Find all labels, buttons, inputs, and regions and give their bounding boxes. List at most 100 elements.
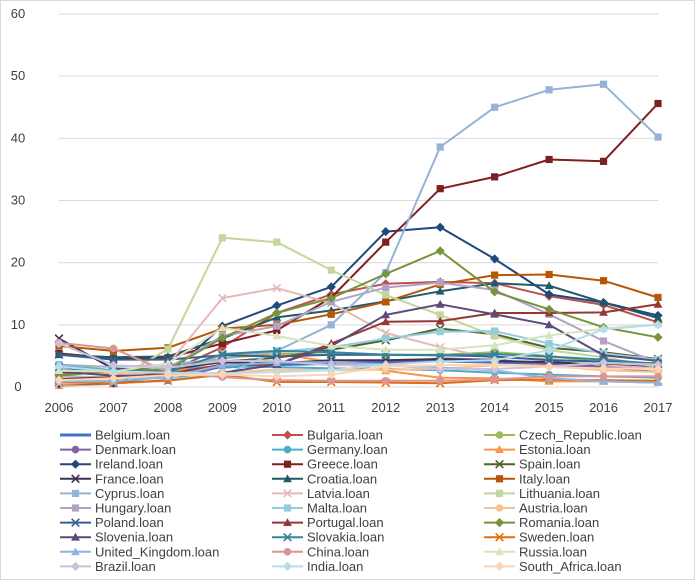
data-point <box>381 279 391 289</box>
legend-entry: Portugal.loan <box>272 515 384 530</box>
legend-entry: Greece.loan <box>272 457 378 472</box>
x-tick-label: 2011 <box>317 400 345 415</box>
legend-label: Estonia.loan <box>519 442 591 457</box>
legend-entry: Russia.loan <box>484 544 587 559</box>
y-tick-label: 10 <box>11 317 25 332</box>
data-point <box>653 299 663 308</box>
data-point <box>545 270 553 279</box>
x-tick-label: 2014 <box>480 400 509 415</box>
data-point <box>436 185 444 193</box>
data-point <box>71 547 80 556</box>
data-point <box>435 345 445 354</box>
data-point <box>326 360 336 370</box>
data-point <box>381 317 391 326</box>
y-tick-label: 20 <box>11 255 25 270</box>
data-point <box>272 371 282 382</box>
data-point <box>490 349 500 359</box>
legend-label: Italy.loan <box>519 471 570 486</box>
data-point <box>495 547 504 556</box>
data-point <box>599 337 608 345</box>
data-point <box>108 366 119 377</box>
data-point <box>326 293 336 303</box>
data-point <box>272 346 282 356</box>
data-point <box>218 339 226 348</box>
legend-entry: Czech_Republic.loan <box>484 428 642 443</box>
data-point <box>327 266 335 274</box>
legend-label: Spain.loan <box>519 457 580 472</box>
data-point <box>217 369 227 380</box>
data-point <box>491 103 499 111</box>
series-line <box>59 361 659 384</box>
data-point <box>544 320 554 329</box>
data-point <box>598 363 609 373</box>
data-point <box>599 157 608 165</box>
data-point <box>54 350 64 360</box>
data-point <box>495 475 504 483</box>
data-point <box>545 339 553 348</box>
legend-label: Poland.loan <box>95 515 164 530</box>
data-point <box>381 345 391 354</box>
x-tick-label: 2008 <box>153 400 182 415</box>
data-point <box>326 282 336 292</box>
data-point <box>653 320 663 330</box>
data-point <box>436 143 444 151</box>
data-point <box>382 334 390 343</box>
data-point <box>490 287 500 297</box>
data-point <box>382 291 390 299</box>
legend-label: Brazil.loan <box>95 559 156 574</box>
data-point <box>283 460 292 468</box>
data-point <box>381 226 391 237</box>
data-point <box>435 316 445 325</box>
data-point <box>283 518 292 526</box>
data-point <box>598 324 609 334</box>
data-point <box>435 360 445 370</box>
legend-label: Croatia.loan <box>307 471 377 486</box>
data-point <box>545 86 553 94</box>
data-point <box>327 310 335 318</box>
data-point <box>495 532 504 542</box>
legend-label: Belgium.loan <box>95 428 170 443</box>
legend-label: Denmark.loan <box>95 442 176 457</box>
data-point <box>436 376 444 385</box>
legend-entry: Brazil.loan <box>60 559 156 574</box>
data-point <box>71 532 80 541</box>
data-point <box>545 372 553 381</box>
data-point <box>491 173 499 181</box>
data-point <box>381 310 391 319</box>
data-point <box>495 504 504 512</box>
data-point <box>382 298 390 306</box>
data-point <box>108 373 119 383</box>
data-point <box>599 277 608 285</box>
data-point <box>490 340 500 349</box>
data-point <box>71 474 80 484</box>
data-point <box>327 321 335 329</box>
data-point <box>326 369 336 380</box>
legend-label: China.loan <box>307 544 369 559</box>
data-point <box>653 332 663 342</box>
data-point <box>217 333 227 343</box>
data-point <box>495 489 504 497</box>
data-point <box>599 298 608 306</box>
data-point <box>164 345 172 353</box>
data-point <box>283 474 292 483</box>
legend-entry: France.loan <box>60 471 164 486</box>
data-point <box>283 548 292 556</box>
data-point <box>109 355 118 365</box>
legend-entry: Spain.loan <box>484 457 580 472</box>
data-point <box>71 489 80 497</box>
series-line <box>58 273 659 352</box>
y-tick-label: 0 <box>14 379 21 394</box>
legend-label: Slovakia.loan <box>307 530 384 545</box>
legend-label: Romania.loan <box>519 515 599 530</box>
data-point <box>435 246 445 256</box>
legend-entry: Sweden.loan <box>484 530 594 545</box>
data-point <box>109 344 118 353</box>
data-point <box>327 376 336 385</box>
data-point <box>436 278 444 287</box>
legend-label: France.loan <box>95 471 164 486</box>
data-point <box>272 356 282 366</box>
data-point <box>163 370 173 380</box>
x-tick-label: 2015 <box>535 400 564 415</box>
